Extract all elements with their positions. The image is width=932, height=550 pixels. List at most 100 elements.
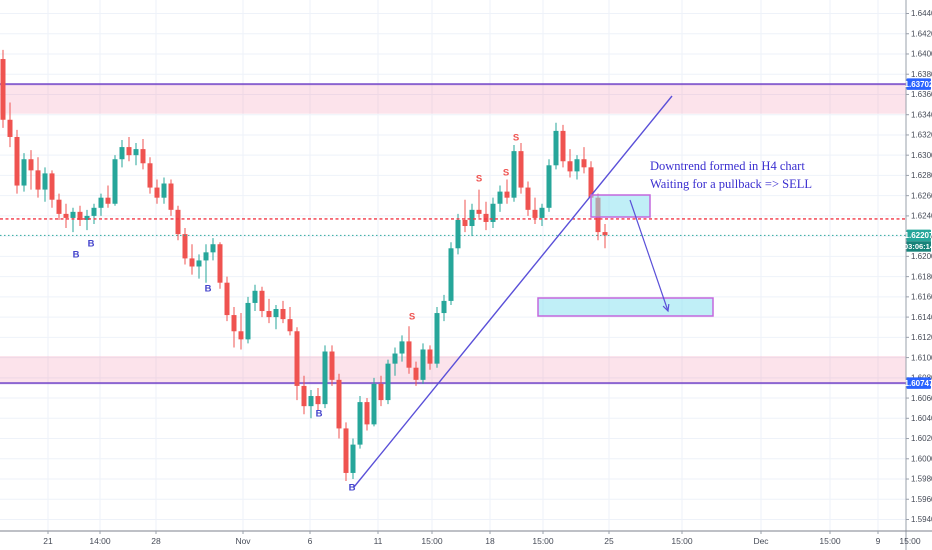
candle-body [14,136,20,186]
candle-body [602,232,608,236]
time-tick-label: 15:00 [899,536,921,546]
candle-body [154,187,160,198]
resistance-zone [0,84,906,114]
candle-body [322,351,328,405]
candle-body [98,197,104,208]
candle-body [189,258,195,267]
candle-body [259,290,265,312]
candle-body [63,213,69,218]
sell-marker[interactable]: S [503,168,509,179]
resistance-price-label-text: 1.63702 [905,80,932,89]
candle-body [462,219,468,227]
candle-body [343,428,349,473]
time-tick-label: 15:00 [421,536,443,546]
projection-arrowhead [662,303,670,313]
trendline[interactable] [353,95,673,488]
candle-body [567,161,573,172]
price-scale[interactable] [906,0,932,550]
candle-body [455,219,461,249]
resistance-price-label [906,78,931,90]
price-tick-label: 1.61200 [911,333,932,342]
candle-body [427,349,433,364]
price-tick-label: 1.61000 [911,353,932,362]
price-tick-label: 1.64400 [911,9,932,18]
price-tick-label: 1.63200 [911,131,932,140]
candle-body [560,130,566,162]
candle-body [329,351,335,380]
candle-body [371,383,377,425]
price-tick-label: 1.60000 [911,454,932,463]
candle-body [308,396,314,407]
sell-marker[interactable]: S [513,133,519,144]
time-tick-label: 9 [876,536,881,546]
target-zone-box[interactable] [537,297,714,317]
buy-marker[interactable]: B [88,239,95,250]
candle-body [574,159,580,172]
candle-body [182,234,188,259]
sell-marker[interactable]: S [409,312,415,323]
candle-body [161,183,167,198]
time-tick-label: 18 [485,536,495,546]
buy-marker[interactable]: B [316,409,323,420]
support-price-label [906,377,931,389]
candle-body [252,290,258,303]
candle-body [476,209,482,214]
candle-body [210,244,216,253]
time-scale[interactable] [0,531,906,550]
price-tick-label: 1.59400 [911,515,932,524]
candle-body [420,349,426,380]
price-tick-label: 1.60600 [911,394,932,403]
candle-body [497,191,503,204]
candle-body [280,309,286,320]
candle-body [203,252,209,261]
candle-body [357,402,363,445]
candle-body [385,363,391,401]
sell-zone-box[interactable] [590,194,651,218]
price-tick-label: 1.60200 [911,434,932,443]
candle-body [28,159,34,171]
candle-body [77,211,83,220]
candle-body [49,173,55,200]
candle-body [273,309,279,318]
candle-body [315,396,321,405]
candle-body [112,159,118,204]
price-tick-label: 1.64200 [911,29,932,38]
candle-body [364,402,370,425]
buy-marker[interactable]: B [73,250,80,261]
sell-marker[interactable]: S [476,174,482,185]
candle-body [413,367,419,380]
candle-body [378,383,384,401]
time-tick-label: 14:00 [89,536,111,546]
price-tick-label: 1.62800 [911,171,932,180]
time-tick-label: Nov [235,536,251,546]
time-tick-label: 6 [308,536,313,546]
candle-body [133,149,139,156]
buy-marker[interactable]: B [349,483,356,494]
time-tick-label: 28 [151,536,161,546]
note-line-2[interactable]: Waiting for a pullback => SELL [650,177,812,191]
note-line-1[interactable]: Downtrend formed in H4 chart [650,159,805,173]
candle-body [70,211,76,218]
price-tick-label: 1.62400 [911,212,932,221]
candle-body [140,149,146,164]
candle-body [469,209,475,227]
time-tick-label: 15:00 [671,536,693,546]
candle-body [336,379,342,429]
candle-body [231,315,237,332]
candle-body [441,300,447,314]
price-tick-label: 1.62000 [911,252,932,261]
buy-marker[interactable]: B [205,284,212,295]
time-tick-label: 15:00 [819,536,841,546]
candle-body [518,151,524,188]
candle-body [301,385,307,407]
time-tick-label: Dec [753,536,769,546]
candle-body [350,444,356,473]
time-tick-label: 25 [604,536,614,546]
time-tick-label: 21 [43,536,53,546]
candle-body [21,159,27,186]
candle-body [91,207,97,216]
projection-arrow[interactable] [629,199,669,312]
candle-body [35,170,41,190]
